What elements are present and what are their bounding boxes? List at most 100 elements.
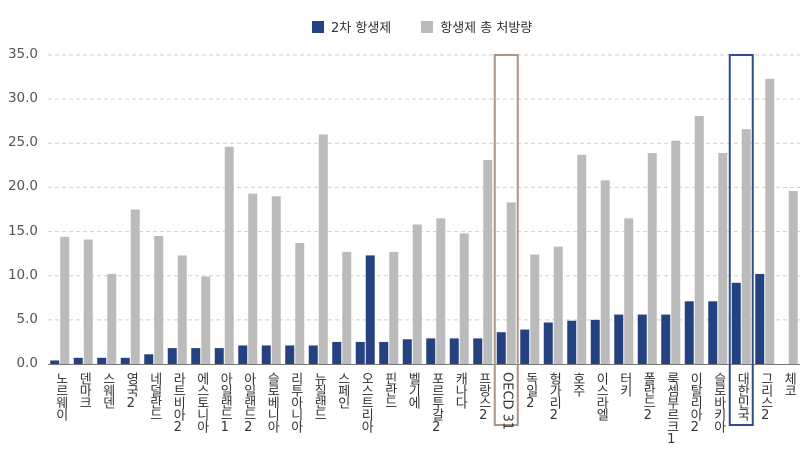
bar-secondary-antibiotics bbox=[332, 341, 342, 364]
bar-total-prescriptions bbox=[577, 154, 587, 364]
legend-swatch-secondary bbox=[312, 20, 324, 33]
legend-label-secondary: 2차 항생제 bbox=[331, 21, 392, 36]
bar-total-prescriptions bbox=[553, 246, 563, 364]
legend-label-total: 항생제 총 처방량 bbox=[440, 21, 533, 36]
x-tick-label: 리투아니아 bbox=[287, 372, 303, 432]
x-tick-label: 노르웨이 bbox=[52, 372, 68, 420]
bar-total-prescriptions bbox=[224, 146, 234, 364]
x-tick-label: 아일랜드1 bbox=[217, 372, 233, 434]
y-tick-label: 5.0 bbox=[16, 310, 38, 327]
bar-secondary-antibiotics bbox=[285, 345, 295, 364]
x-tick-label: 에스토니아 bbox=[193, 372, 209, 432]
bar-total-prescriptions bbox=[177, 255, 187, 364]
bar-total-prescriptions bbox=[248, 193, 258, 364]
bar-secondary-antibiotics bbox=[661, 314, 671, 364]
y-tick-label: 10.0 bbox=[7, 266, 38, 283]
bar-total-prescriptions bbox=[718, 152, 728, 364]
bar-secondary-antibiotics bbox=[590, 319, 600, 364]
bar-secondary-antibiotics bbox=[637, 314, 647, 364]
legend: 2차 항생제 항생제 총 처방량 bbox=[312, 17, 532, 36]
bar-total-prescriptions bbox=[83, 239, 93, 364]
bar-secondary-antibiotics bbox=[496, 332, 506, 364]
x-tick-label: 슬로바키아 bbox=[710, 372, 726, 432]
y-tick-label: 20.0 bbox=[7, 178, 38, 195]
x-tick-label: 스페인 bbox=[334, 372, 350, 408]
bar-secondary-antibiotics bbox=[379, 341, 389, 364]
bar-secondary-antibiotics bbox=[708, 301, 718, 364]
x-tick-label: 포르투갈2 bbox=[428, 372, 444, 434]
bar-secondary-antibiotics bbox=[426, 338, 436, 364]
x-tick-label: 영국2 bbox=[123, 372, 139, 410]
bar-secondary-antibiotics bbox=[520, 329, 530, 364]
x-tick-label: 네덜란드 bbox=[146, 372, 162, 420]
bar-secondary-antibiotics bbox=[144, 354, 154, 364]
bar-total-prescriptions bbox=[624, 218, 634, 364]
bar-secondary-antibiotics bbox=[238, 345, 248, 364]
x-tick-label: 이스라엘 bbox=[593, 372, 609, 420]
highlight-box bbox=[493, 54, 519, 426]
bar-total-prescriptions bbox=[647, 152, 657, 364]
y-tick-label: 25.0 bbox=[7, 134, 38, 151]
x-tick-label: 프랑스2 bbox=[475, 372, 491, 422]
bar-total-prescriptions bbox=[365, 255, 375, 364]
bar-secondary-antibiotics bbox=[543, 322, 553, 364]
x-tick-label: 캐나다 bbox=[452, 372, 468, 408]
bar-secondary-antibiotics bbox=[473, 338, 483, 364]
bar-secondary-antibiotics bbox=[167, 348, 177, 364]
bar-total-prescriptions bbox=[201, 276, 211, 364]
bar-total-prescriptions bbox=[412, 224, 422, 364]
x-tick-label: 오스트리아 bbox=[358, 372, 374, 432]
x-tick-label: 아일랜드2 bbox=[240, 372, 256, 434]
bar-total-prescriptions bbox=[671, 140, 681, 364]
bar-secondary-antibiotics bbox=[97, 357, 107, 364]
bar-total-prescriptions bbox=[60, 236, 70, 364]
bar-secondary-antibiotics bbox=[308, 345, 318, 364]
bar-secondary-antibiotics bbox=[73, 357, 83, 364]
bar-secondary-antibiotics bbox=[755, 273, 765, 364]
x-tick-label: 터키 bbox=[616, 372, 632, 396]
x-tick-label: 라트비아2 bbox=[170, 372, 186, 434]
x-tick-label: 체코 bbox=[781, 372, 797, 396]
x-tick-label: 독일2 bbox=[522, 372, 538, 410]
bar-total-prescriptions bbox=[530, 254, 540, 364]
bar-total-prescriptions bbox=[130, 209, 140, 364]
bar-secondary-antibiotics bbox=[191, 348, 201, 364]
x-tick-label: 호주 bbox=[569, 372, 585, 396]
y-tick-label: 0.0 bbox=[16, 355, 38, 371]
y-tick-label: 15.0 bbox=[7, 222, 38, 239]
bar-total-prescriptions bbox=[271, 196, 281, 364]
x-tick-label: OECD 31 bbox=[499, 372, 515, 431]
legend-item-secondary: 2차 항생제 bbox=[312, 17, 391, 36]
bar-total-prescriptions bbox=[295, 243, 305, 364]
bar-secondary-antibiotics bbox=[261, 345, 271, 364]
bar-total-prescriptions bbox=[788, 190, 798, 364]
bar-secondary-antibiotics bbox=[731, 282, 741, 364]
bar-total-prescriptions bbox=[342, 251, 352, 364]
legend-swatch-total bbox=[421, 20, 434, 33]
bar-total-prescriptions bbox=[506, 202, 516, 364]
legend-item-total: 항생제 총 처방량 bbox=[421, 17, 532, 36]
bar-secondary-antibiotics bbox=[50, 360, 60, 364]
x-tick-label: 이탈리아2 bbox=[687, 372, 703, 434]
x-tick-label: 폴란드2 bbox=[640, 372, 656, 422]
y-tick-label: 30.0 bbox=[7, 90, 38, 107]
x-tick-label: 핀란드 bbox=[381, 372, 397, 408]
bar-total-prescriptions bbox=[483, 160, 493, 364]
x-tick-label: 벨기에 bbox=[405, 372, 421, 408]
bar-total-prescriptions bbox=[694, 115, 704, 364]
bar-secondary-antibiotics bbox=[449, 338, 459, 364]
bar-secondary-antibiotics bbox=[614, 314, 624, 364]
x-tick-label: 뉴질랜드 bbox=[311, 372, 327, 420]
bar-total-prescriptions bbox=[600, 180, 610, 364]
x-tick-label: 슬로베니아 bbox=[264, 372, 280, 432]
x-tick-label: 헝가리2 bbox=[546, 372, 562, 422]
x-tick-label: 덴마크 bbox=[76, 372, 92, 408]
bar-total-prescriptions bbox=[107, 273, 117, 364]
bar-total-prescriptions bbox=[765, 78, 775, 364]
highlight-box bbox=[728, 54, 754, 426]
bar-secondary-antibiotics bbox=[120, 357, 130, 364]
y-tick-label: 35.0 bbox=[7, 46, 38, 62]
bar-total-prescriptions bbox=[436, 218, 446, 364]
bar-total-prescriptions bbox=[389, 251, 399, 364]
